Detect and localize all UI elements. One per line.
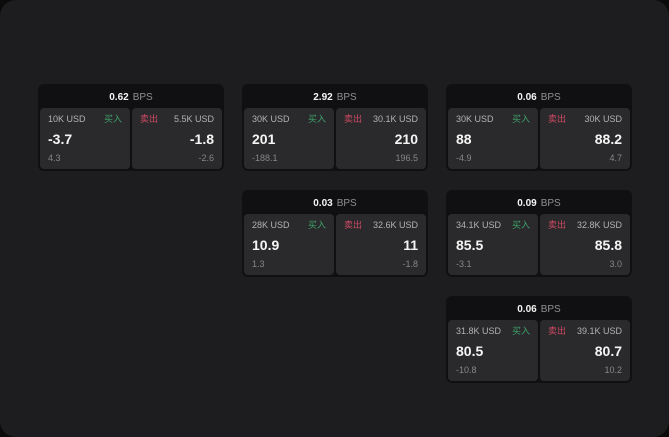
bps-header: 0.03 BPS [244, 192, 426, 214]
buy-panel[interactable]: 10K USD 买入 -3.7 4.3 [40, 108, 130, 169]
sell-amount: 39.1K USD [576, 326, 622, 336]
sell-delta: 196.5 [395, 153, 418, 163]
sell-label: 卖出 [344, 220, 363, 230]
quote-body: 30K USD 买入 201 -188.1 卖出 30.1K USD 210 1… [244, 108, 426, 169]
sell-value: 11 [403, 237, 418, 253]
bps-header: 0.06 BPS [448, 86, 630, 108]
quote-card: 0.06 BPS 30K USD 买入 88 -4.9 卖出 30K USD [446, 84, 632, 171]
buy-delta: -10.8 [456, 365, 477, 375]
sell-amount: 5.5K USD [173, 114, 214, 124]
sell-panel[interactable]: 卖出 30K USD 88.2 4.7 [540, 108, 630, 169]
quote-card: 0.03 BPS 28K USD 买入 10.9 1.3 卖出 32.6K US… [242, 190, 428, 277]
sell-panel[interactable]: 卖出 39.1K USD 80.7 10.2 [540, 320, 630, 381]
buy-delta: -3.1 [456, 259, 472, 269]
buy-value: 80.5 [456, 343, 484, 359]
quote-body: 30K USD 买入 88 -4.9 卖出 30K USD 88.2 4.7 [448, 108, 630, 169]
buy-value: 85.5 [456, 237, 484, 253]
bps-unit-label: BPS [540, 303, 561, 315]
buy-value: -3.7 [48, 131, 73, 147]
bps-header: 0.09 BPS [448, 192, 630, 214]
sell-label: 卖出 [548, 326, 567, 336]
sell-amount: 32.8K USD [576, 220, 622, 230]
bps-value: 0.06 [517, 91, 537, 103]
quote-body: 28K USD 买入 10.9 1.3 卖出 32.6K USD 11 -1.8 [244, 214, 426, 275]
sell-value: 85.8 [594, 237, 622, 253]
sell-delta: -1.8 [402, 259, 418, 269]
buy-value: 88 [456, 131, 472, 147]
bps-unit-label: BPS [540, 91, 561, 103]
bps-value: 0.03 [313, 197, 333, 209]
sell-value: 210 [394, 131, 418, 147]
quote-body: 10K USD 买入 -3.7 4.3 卖出 5.5K USD -1.8 -2.… [40, 108, 222, 169]
bps-unit-label: BPS [336, 91, 357, 103]
sell-label: 卖出 [548, 220, 567, 230]
quote-card: 0.06 BPS 31.8K USD 买入 80.5 -10.8 卖出 39.1… [446, 296, 632, 383]
sell-label: 卖出 [344, 114, 363, 124]
sell-amount: 30K USD [584, 114, 622, 124]
quote-card: 0.62 BPS 10K USD 买入 -3.7 4.3 卖出 5.5K USD [38, 84, 224, 171]
buy-panel[interactable]: 30K USD 买入 201 -188.1 [244, 108, 334, 169]
bps-header: 0.06 BPS [448, 298, 630, 320]
bps-value: 2.92 [313, 91, 333, 103]
buy-amount: 28K USD [252, 220, 290, 230]
buy-delta: -188.1 [252, 153, 278, 163]
buy-delta: -4.9 [456, 153, 472, 163]
buy-label: 买入 [511, 220, 530, 230]
quote-body: 31.8K USD 买入 80.5 -10.8 卖出 39.1K USD 80.… [448, 320, 630, 381]
buy-panel[interactable]: 34.1K USD 买入 85.5 -3.1 [448, 214, 538, 275]
quote-card: 2.92 BPS 30K USD 买入 201 -188.1 卖出 30.1K … [242, 84, 428, 171]
buy-panel[interactable]: 28K USD 买入 10.9 1.3 [244, 214, 334, 275]
sell-panel[interactable]: 卖出 5.5K USD -1.8 -2.6 [132, 108, 222, 169]
bps-unit-label: BPS [132, 91, 153, 103]
buy-panel[interactable]: 31.8K USD 买入 80.5 -10.8 [448, 320, 538, 381]
bps-unit-label: BPS [540, 197, 561, 209]
bps-value: 0.62 [109, 91, 129, 103]
sell-panel[interactable]: 卖出 32.8K USD 85.8 3.0 [540, 214, 630, 275]
sell-delta: 3.0 [609, 259, 622, 269]
sell-label: 卖出 [548, 114, 567, 124]
bps-header: 2.92 BPS [244, 86, 426, 108]
buy-amount: 30K USD [252, 114, 290, 124]
buy-value: 201 [252, 131, 276, 147]
buy-panel[interactable]: 30K USD 买入 88 -4.9 [448, 108, 538, 169]
buy-delta: 1.3 [252, 259, 265, 269]
buy-label: 买入 [103, 114, 122, 124]
sell-amount: 32.6K USD [372, 220, 418, 230]
buy-label: 买入 [511, 326, 530, 336]
quote-card: 0.09 BPS 34.1K USD 买入 85.5 -3.1 卖出 32.8K… [446, 190, 632, 277]
buy-value: 10.9 [252, 237, 280, 253]
bps-unit-label: BPS [336, 197, 357, 209]
buy-delta: 4.3 [48, 153, 61, 163]
buy-label: 买入 [307, 220, 326, 230]
sell-panel[interactable]: 卖出 32.6K USD 11 -1.8 [336, 214, 426, 275]
sell-label: 卖出 [140, 114, 159, 124]
sell-delta: 4.7 [609, 153, 622, 163]
bps-value: 0.06 [517, 303, 537, 315]
buy-amount: 34.1K USD [456, 220, 502, 230]
buy-label: 买入 [307, 114, 326, 124]
sell-amount: 30.1K USD [372, 114, 418, 124]
sell-value: -1.8 [189, 131, 214, 147]
buy-label: 买入 [511, 114, 530, 124]
sell-delta: -2.6 [198, 153, 214, 163]
buy-amount: 30K USD [456, 114, 494, 124]
quote-card-grid: 0.62 BPS 10K USD 买入 -3.7 4.3 卖出 5.5K USD [38, 84, 632, 383]
quote-body: 34.1K USD 买入 85.5 -3.1 卖出 32.8K USD 85.8… [448, 214, 630, 275]
bps-header: 0.62 BPS [40, 86, 222, 108]
sell-value: 80.7 [594, 343, 622, 359]
buy-amount: 10K USD [48, 114, 86, 124]
bps-value: 0.09 [517, 197, 537, 209]
buy-amount: 31.8K USD [456, 326, 502, 336]
sell-panel[interactable]: 卖出 30.1K USD 210 196.5 [336, 108, 426, 169]
sell-delta: 10.2 [604, 365, 622, 375]
sell-value: 88.2 [594, 131, 622, 147]
